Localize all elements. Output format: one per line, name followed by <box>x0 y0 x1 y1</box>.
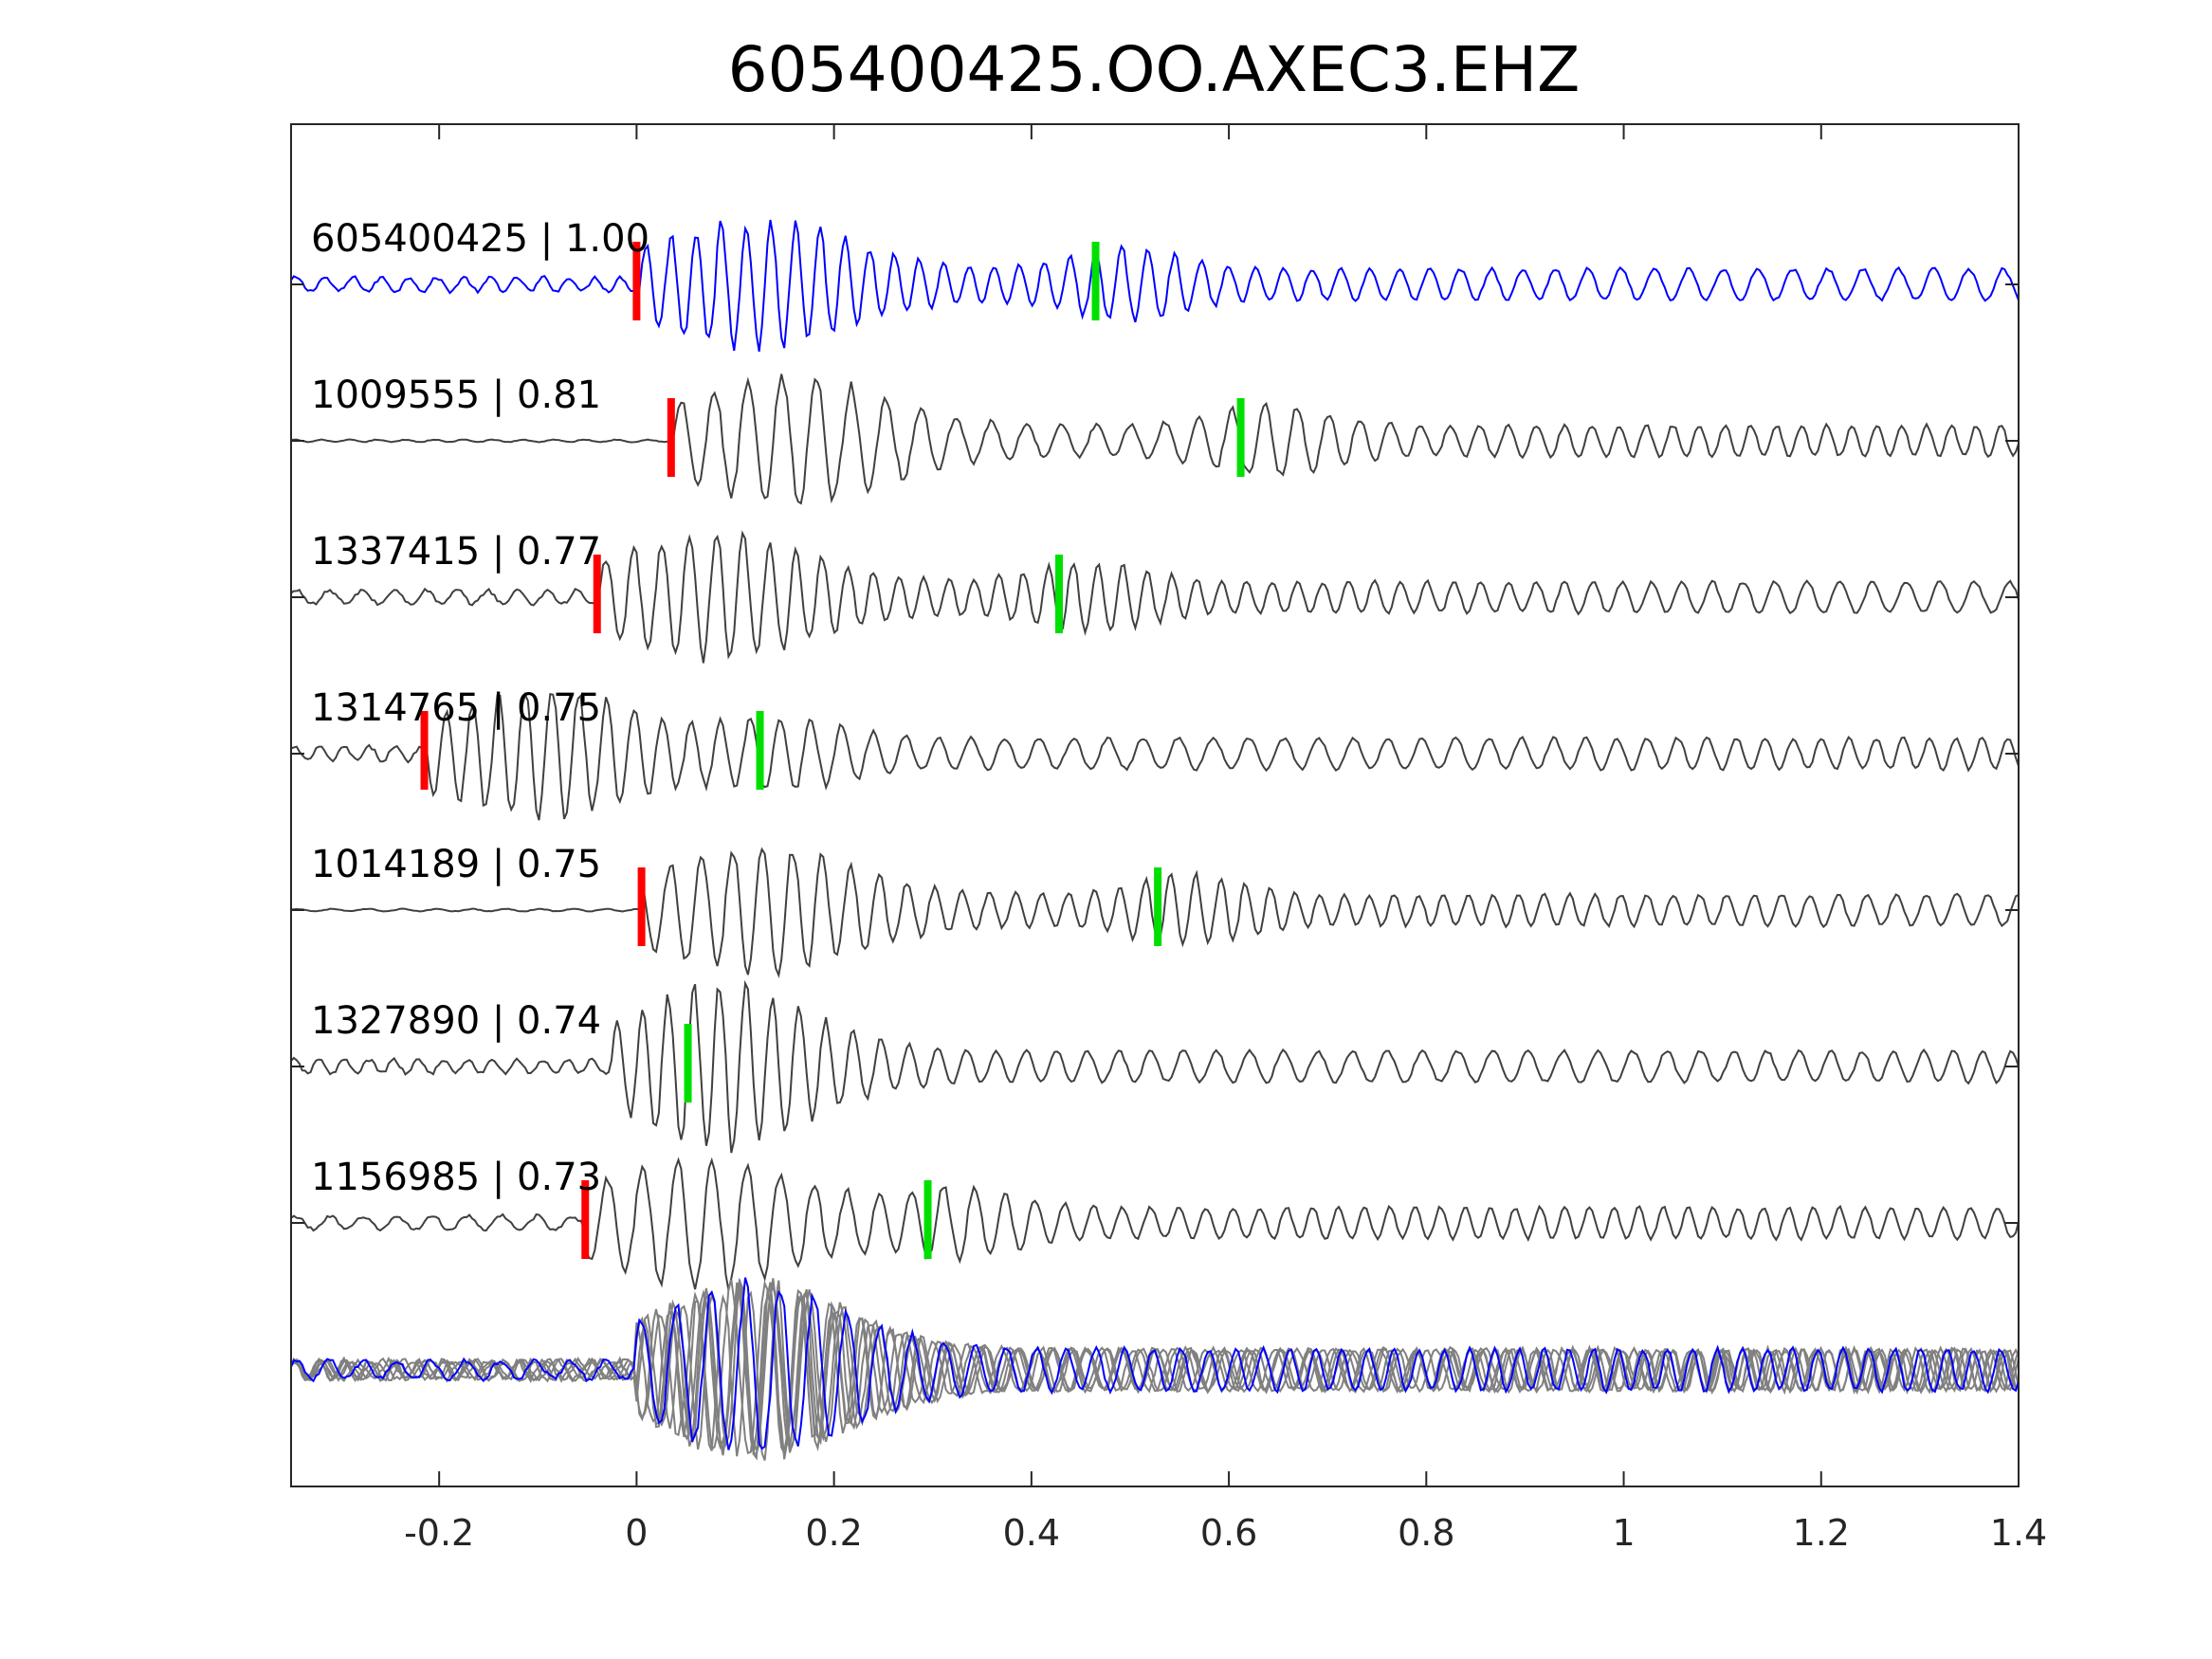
trace-label-1014189: 1014189 | 0.75 <box>311 843 601 886</box>
trace-1314765 <box>290 691 2020 821</box>
trace-1156985 <box>290 1157 2020 1291</box>
trace-label-1337415: 1337415 | 0.77 <box>311 530 601 574</box>
x-axis: -0.2 0 0.2 0.4 0.6 0.8 1 1.2 1.4 <box>404 124 2047 1554</box>
x-tick-label: 0.4 <box>1003 1512 1060 1554</box>
trace-605400425 <box>290 219 2020 352</box>
overlay-stack <box>290 1277 2020 1461</box>
trace-1009555 <box>290 374 2020 505</box>
trace-label-1314765: 1314765 | 0.75 <box>311 686 601 730</box>
trace-label-1156985: 1156985 | 0.73 <box>311 1156 601 1199</box>
axes-frame <box>290 123 2020 1487</box>
x-tick-label: 0.8 <box>1398 1512 1454 1554</box>
chart-title: 605400425.OO.AXEC3.EHZ <box>728 33 1581 106</box>
trace-1327890 <box>290 979 2020 1154</box>
overlay-trace-1009555 <box>290 1279 2020 1457</box>
x-tick-label: 1.4 <box>1990 1512 2047 1554</box>
overlay-trace-605400425 <box>290 1277 2020 1450</box>
x-tick-label: -0.2 <box>404 1512 474 1554</box>
trace-label-605400425: 605400425 | 1.00 <box>311 217 649 261</box>
trace-label-1009555: 1009555 | 0.81 <box>311 374 601 417</box>
x-tick-label: 1 <box>1612 1512 1635 1554</box>
picks-layer <box>420 242 1245 1259</box>
trace-1337415 <box>290 530 2020 664</box>
x-tick-label: 1.2 <box>1793 1512 1850 1554</box>
x-tick-label: 0.6 <box>1200 1512 1257 1554</box>
x-tick-label: 0.2 <box>805 1512 862 1554</box>
trace-label-1327890: 1327890 | 0.74 <box>311 999 601 1043</box>
trace-labels: 605400425 | 1.00 1009555 | 0.81 1337415 | … <box>311 217 649 1199</box>
x-tick-label: 0 <box>625 1512 648 1554</box>
